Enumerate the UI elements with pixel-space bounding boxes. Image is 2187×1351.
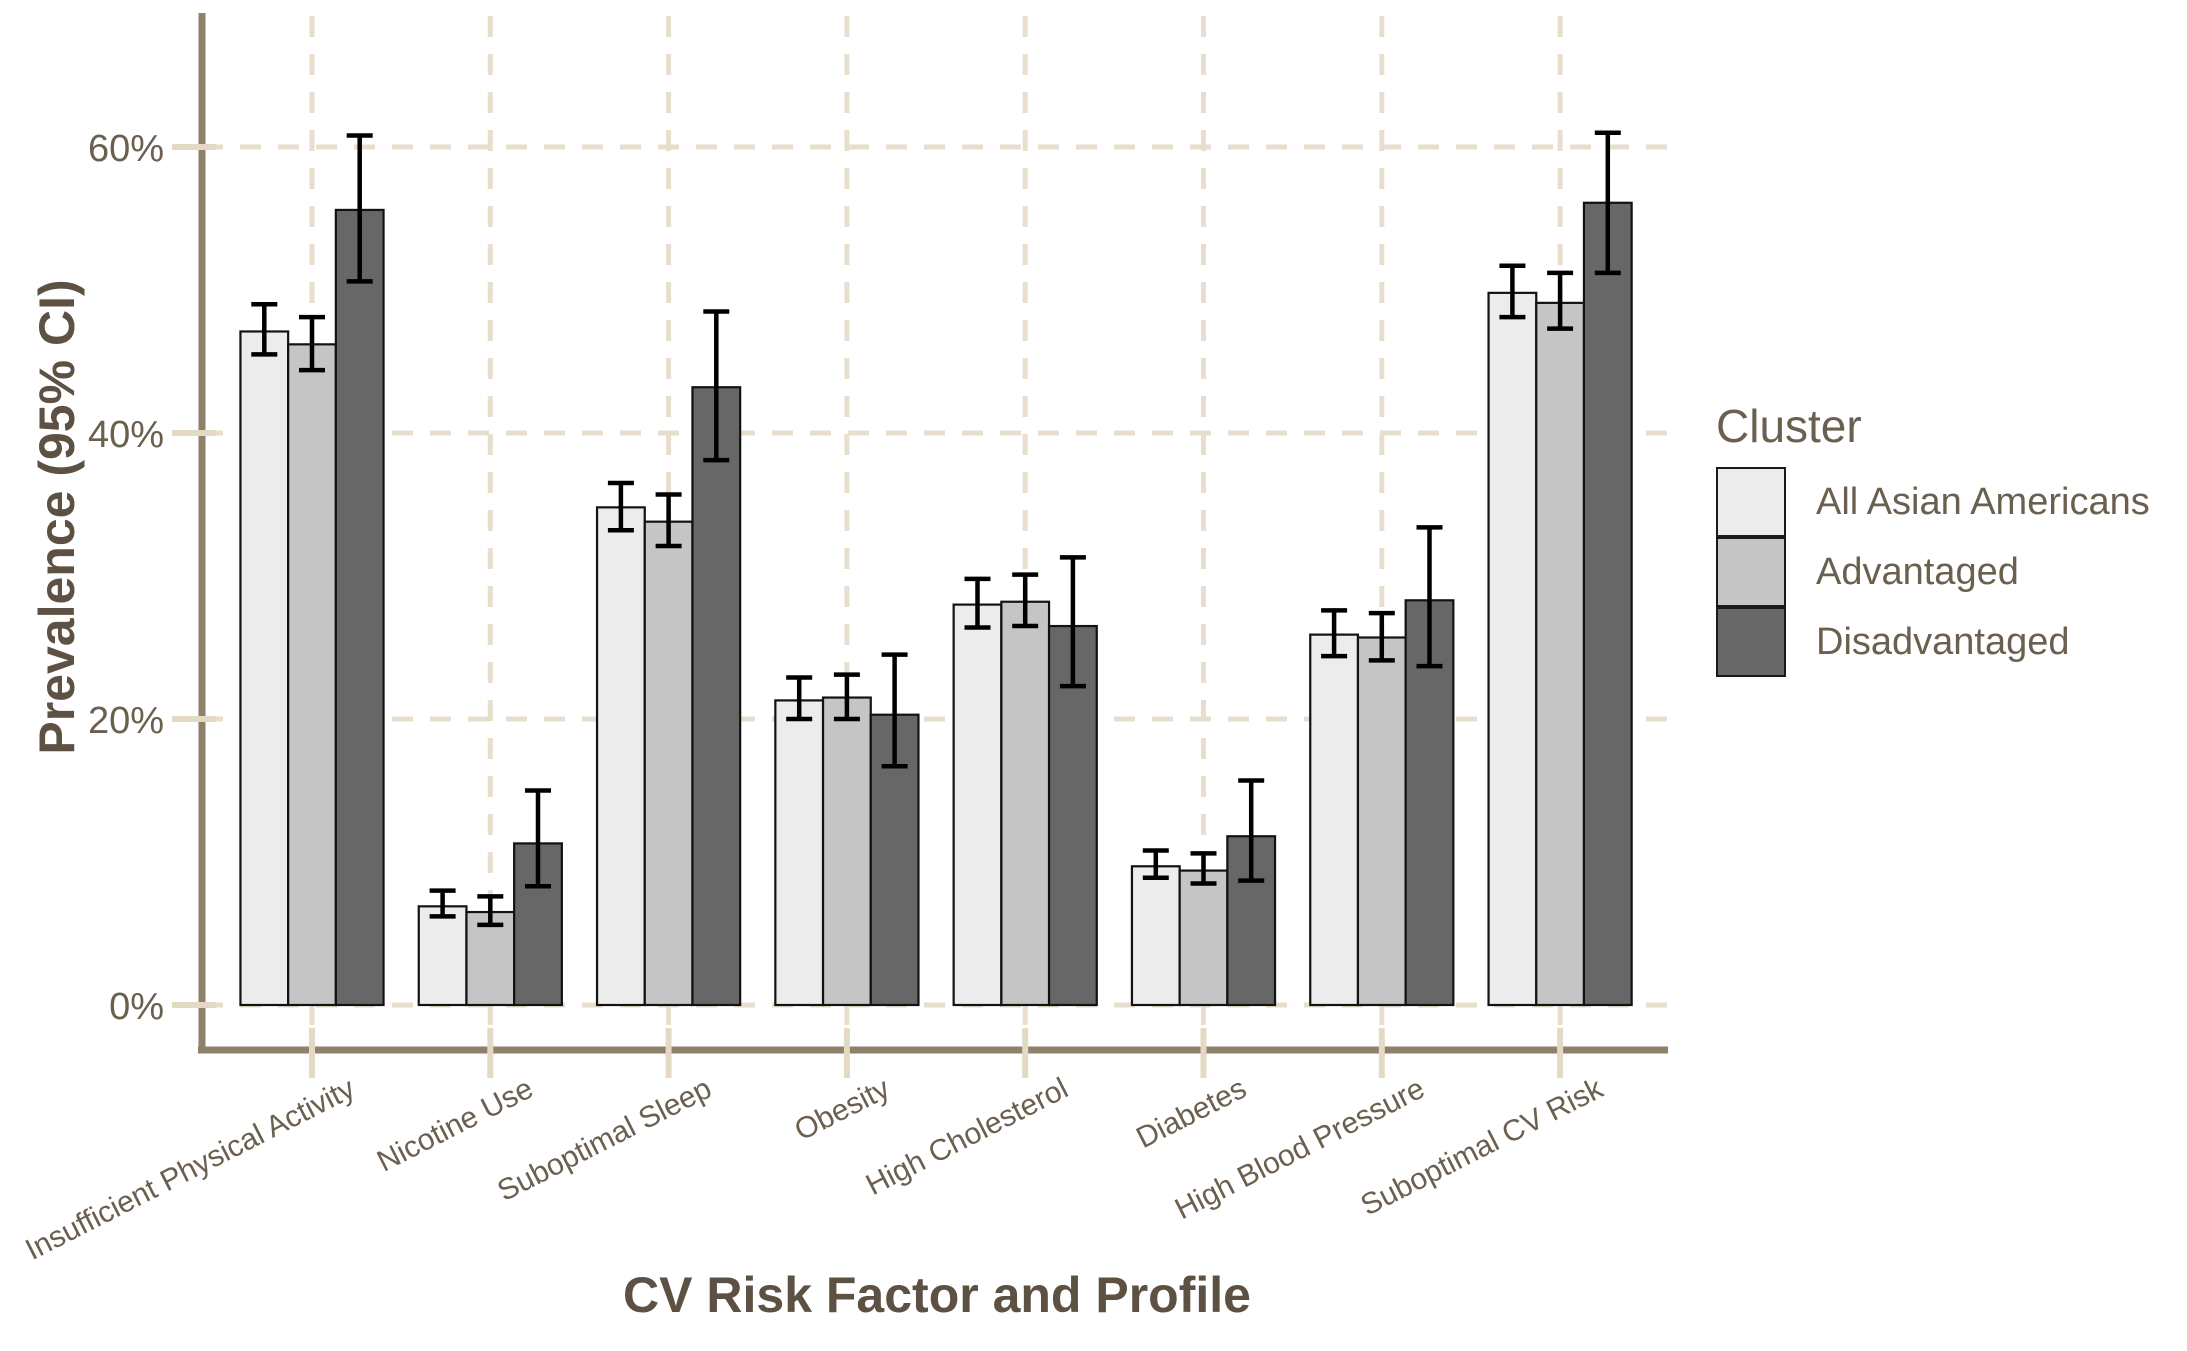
bar: [595, 506, 646, 1007]
bar: [465, 910, 516, 1007]
bar: [1582, 201, 1633, 1007]
legend-title: Cluster: [1716, 400, 1862, 452]
y-tick-label: 0%: [109, 986, 164, 1028]
x-tick-label: Nicotine Use: [372, 1072, 539, 1179]
legend-item: All Asian Americans: [1716, 467, 2150, 537]
x-axis-title: CV Risk Factor and Profile: [623, 1267, 1251, 1323]
legend-swatch-disadvantaged: [1716, 607, 1786, 677]
bar: [1130, 865, 1181, 1007]
bar: [643, 520, 694, 1007]
y-tick-label: 60%: [88, 128, 164, 170]
bar: [952, 603, 1003, 1007]
legend-swatch-advantaged: [1716, 537, 1786, 607]
legend-swatch-all-asian-americans: [1716, 467, 1786, 537]
x-tick-label: High Cholesterol: [861, 1072, 1074, 1202]
bar: [287, 343, 337, 1007]
bar: [1178, 869, 1229, 1007]
x-tick-label: Diabetes: [1131, 1072, 1251, 1155]
legend-label: Advantaged: [1816, 550, 2019, 593]
bar: [417, 905, 468, 1007]
legend-label: Disadvantaged: [1816, 620, 2070, 663]
legend-item: Advantaged: [1716, 537, 2150, 607]
legend: Cluster All Asian Americans Advantaged D…: [1716, 398, 2150, 677]
legend-item: Disadvantaged: [1716, 607, 2150, 677]
bar: [239, 330, 290, 1007]
y-tick-label: 40%: [88, 414, 164, 456]
legend-label: All Asian Americans: [1816, 480, 2150, 523]
x-tick-label: Insufficient Physical Activity: [20, 1072, 360, 1267]
bar: [691, 386, 742, 1007]
bar: [1535, 301, 1586, 1007]
bar: [774, 699, 825, 1007]
bar: [1487, 291, 1538, 1007]
bar: [1356, 636, 1407, 1007]
y-tick-label: 20%: [88, 700, 164, 742]
bar: [821, 696, 872, 1007]
bar: [334, 208, 385, 1007]
bar: [1309, 633, 1360, 1007]
y-axis-title: Prevalence (95% CI): [29, 279, 85, 755]
bar: [1000, 600, 1051, 1007]
x-tick-label: Obesity: [789, 1072, 895, 1148]
